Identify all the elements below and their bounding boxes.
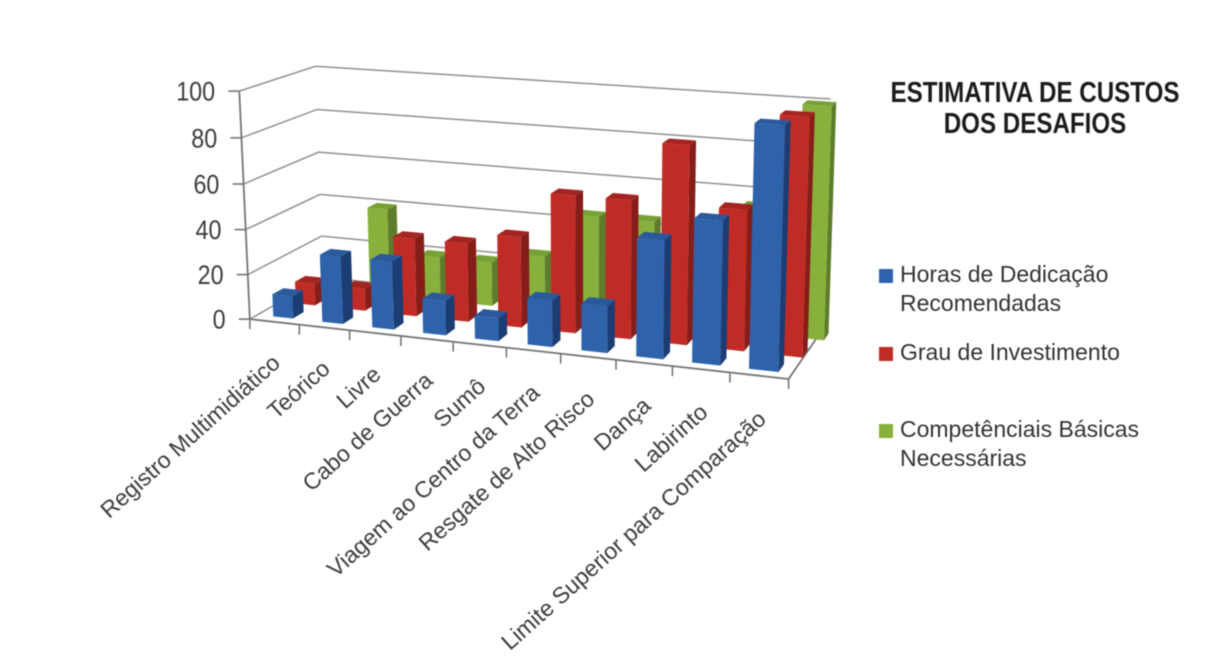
bar-top-face (370, 253, 402, 262)
bar-top-face (779, 110, 815, 117)
bar-top-face (527, 291, 561, 301)
y-axis-labels: 0 20 40 60 80 100 (176, 77, 225, 335)
bar-top-face (754, 118, 791, 126)
bar-series0-cat3 (422, 292, 455, 336)
bar-top-face (581, 297, 615, 307)
bar-side-face (607, 299, 615, 354)
y-axis-label-80: 80 (191, 124, 217, 154)
bar-side-face (598, 211, 606, 317)
bar-side-face (340, 250, 354, 325)
bar-side-face (552, 294, 561, 348)
bar-top-face (550, 188, 584, 196)
legend-item-horas: Horas de Dedicação Recomendadas (879, 260, 1131, 318)
bar-front-face (422, 298, 446, 336)
bar-series0-cat2 (370, 253, 404, 330)
bar-top-face (497, 229, 529, 238)
bar-side-face (498, 311, 508, 342)
chart-title: ESTIMATIVA DE CUSTOS DOS DESAFIOS (868, 78, 1201, 140)
bar-side-face (823, 102, 837, 341)
gridline-100 (239, 65, 831, 100)
bar-top-face (605, 193, 639, 201)
chart-title-line1: ESTIMATIVA DE CUSTOS (890, 77, 1180, 109)
bar-top-face (718, 202, 753, 210)
bar-top-face (393, 231, 424, 239)
legend-label-competencias: Competênciais Básicas Necessárias (900, 416, 1140, 471)
bar-side-face (778, 120, 791, 373)
y-axis-label-40: 40 (196, 216, 222, 246)
bar-front-face (581, 303, 608, 354)
y-axis-label-60: 60 (193, 170, 219, 200)
bar-top-face (444, 235, 476, 244)
bar-top-face (367, 202, 397, 210)
chart-title-line2: DOS DESAFIOS (943, 108, 1127, 140)
legend-swatch-competencias-icon (879, 424, 893, 438)
bar-side-face (720, 215, 730, 366)
gridline-60 (243, 151, 828, 194)
gridline-80 (241, 108, 830, 147)
y-axis-label-20: 20 (198, 261, 224, 291)
bar-front-face (370, 259, 394, 330)
bar-side-face (802, 112, 815, 358)
bar-top-face (802, 100, 837, 107)
bar-side-face (467, 237, 478, 322)
bar-series0-cat4 (474, 309, 508, 342)
bar-top-face (474, 309, 507, 319)
bar-side-face (414, 233, 426, 317)
legend-swatch-grau-icon (879, 347, 893, 361)
bar-side-face (445, 294, 455, 336)
bar-top-face (272, 288, 303, 297)
bar-side-face (575, 190, 584, 334)
legend-swatch-horas-icon (879, 269, 893, 283)
bar-top-face (694, 212, 730, 221)
bar-series0-cat0 (272, 288, 304, 319)
bar-front-face (748, 123, 786, 373)
bar-front-face (692, 218, 724, 366)
legend-item-competencias: Competênciais Básicas Necessárias (879, 415, 1150, 473)
bar-series-0 (272, 118, 791, 373)
bar-top-face (637, 231, 672, 241)
bar-front-face (636, 237, 665, 360)
bar-front-face (272, 294, 293, 319)
bar-front-face (527, 298, 553, 348)
y-axis-label-100: 100 (176, 77, 215, 107)
category-labels: Registro MultimidiáticoTeóricoLivreCabo … (95, 349, 771, 655)
category-label-0: Registro Multimidiático (95, 349, 285, 523)
bars (272, 100, 837, 373)
bar-top-face (319, 248, 352, 257)
axis-frame (238, 91, 824, 380)
bar-top-face (662, 138, 697, 146)
bar-side-face (392, 255, 404, 330)
bar-series0-cat7 (636, 231, 672, 360)
bar-top-face (469, 254, 500, 263)
y-axis-label-0: 0 (213, 305, 226, 335)
bar-top-face (294, 275, 325, 284)
bar-front-face (319, 254, 343, 325)
legend-item-grau: Grau de Investimento (879, 338, 1120, 367)
bar-side-face (292, 290, 304, 319)
bar-series0-cat9 (748, 118, 791, 373)
bar-top-face (422, 292, 455, 302)
bar-side-face (663, 234, 672, 360)
bar-series0-cat1 (319, 248, 354, 325)
bar-top-face (521, 248, 553, 257)
bar-front-face (497, 234, 522, 328)
bar-front-face (474, 315, 499, 342)
legend-label-grau: Grau de Investimento (900, 339, 1120, 365)
bar-series1-cat4 (497, 229, 530, 328)
legend-label-horas: Horas de Dedicação Recomendadas (900, 261, 1109, 316)
bar-top-face (418, 250, 449, 258)
axes (228, 90, 824, 390)
bar-series0-cat8 (692, 212, 730, 366)
bar-series0-cat5 (527, 291, 561, 348)
bar-series0-cat6 (581, 297, 615, 354)
bar-side-face (744, 204, 753, 352)
